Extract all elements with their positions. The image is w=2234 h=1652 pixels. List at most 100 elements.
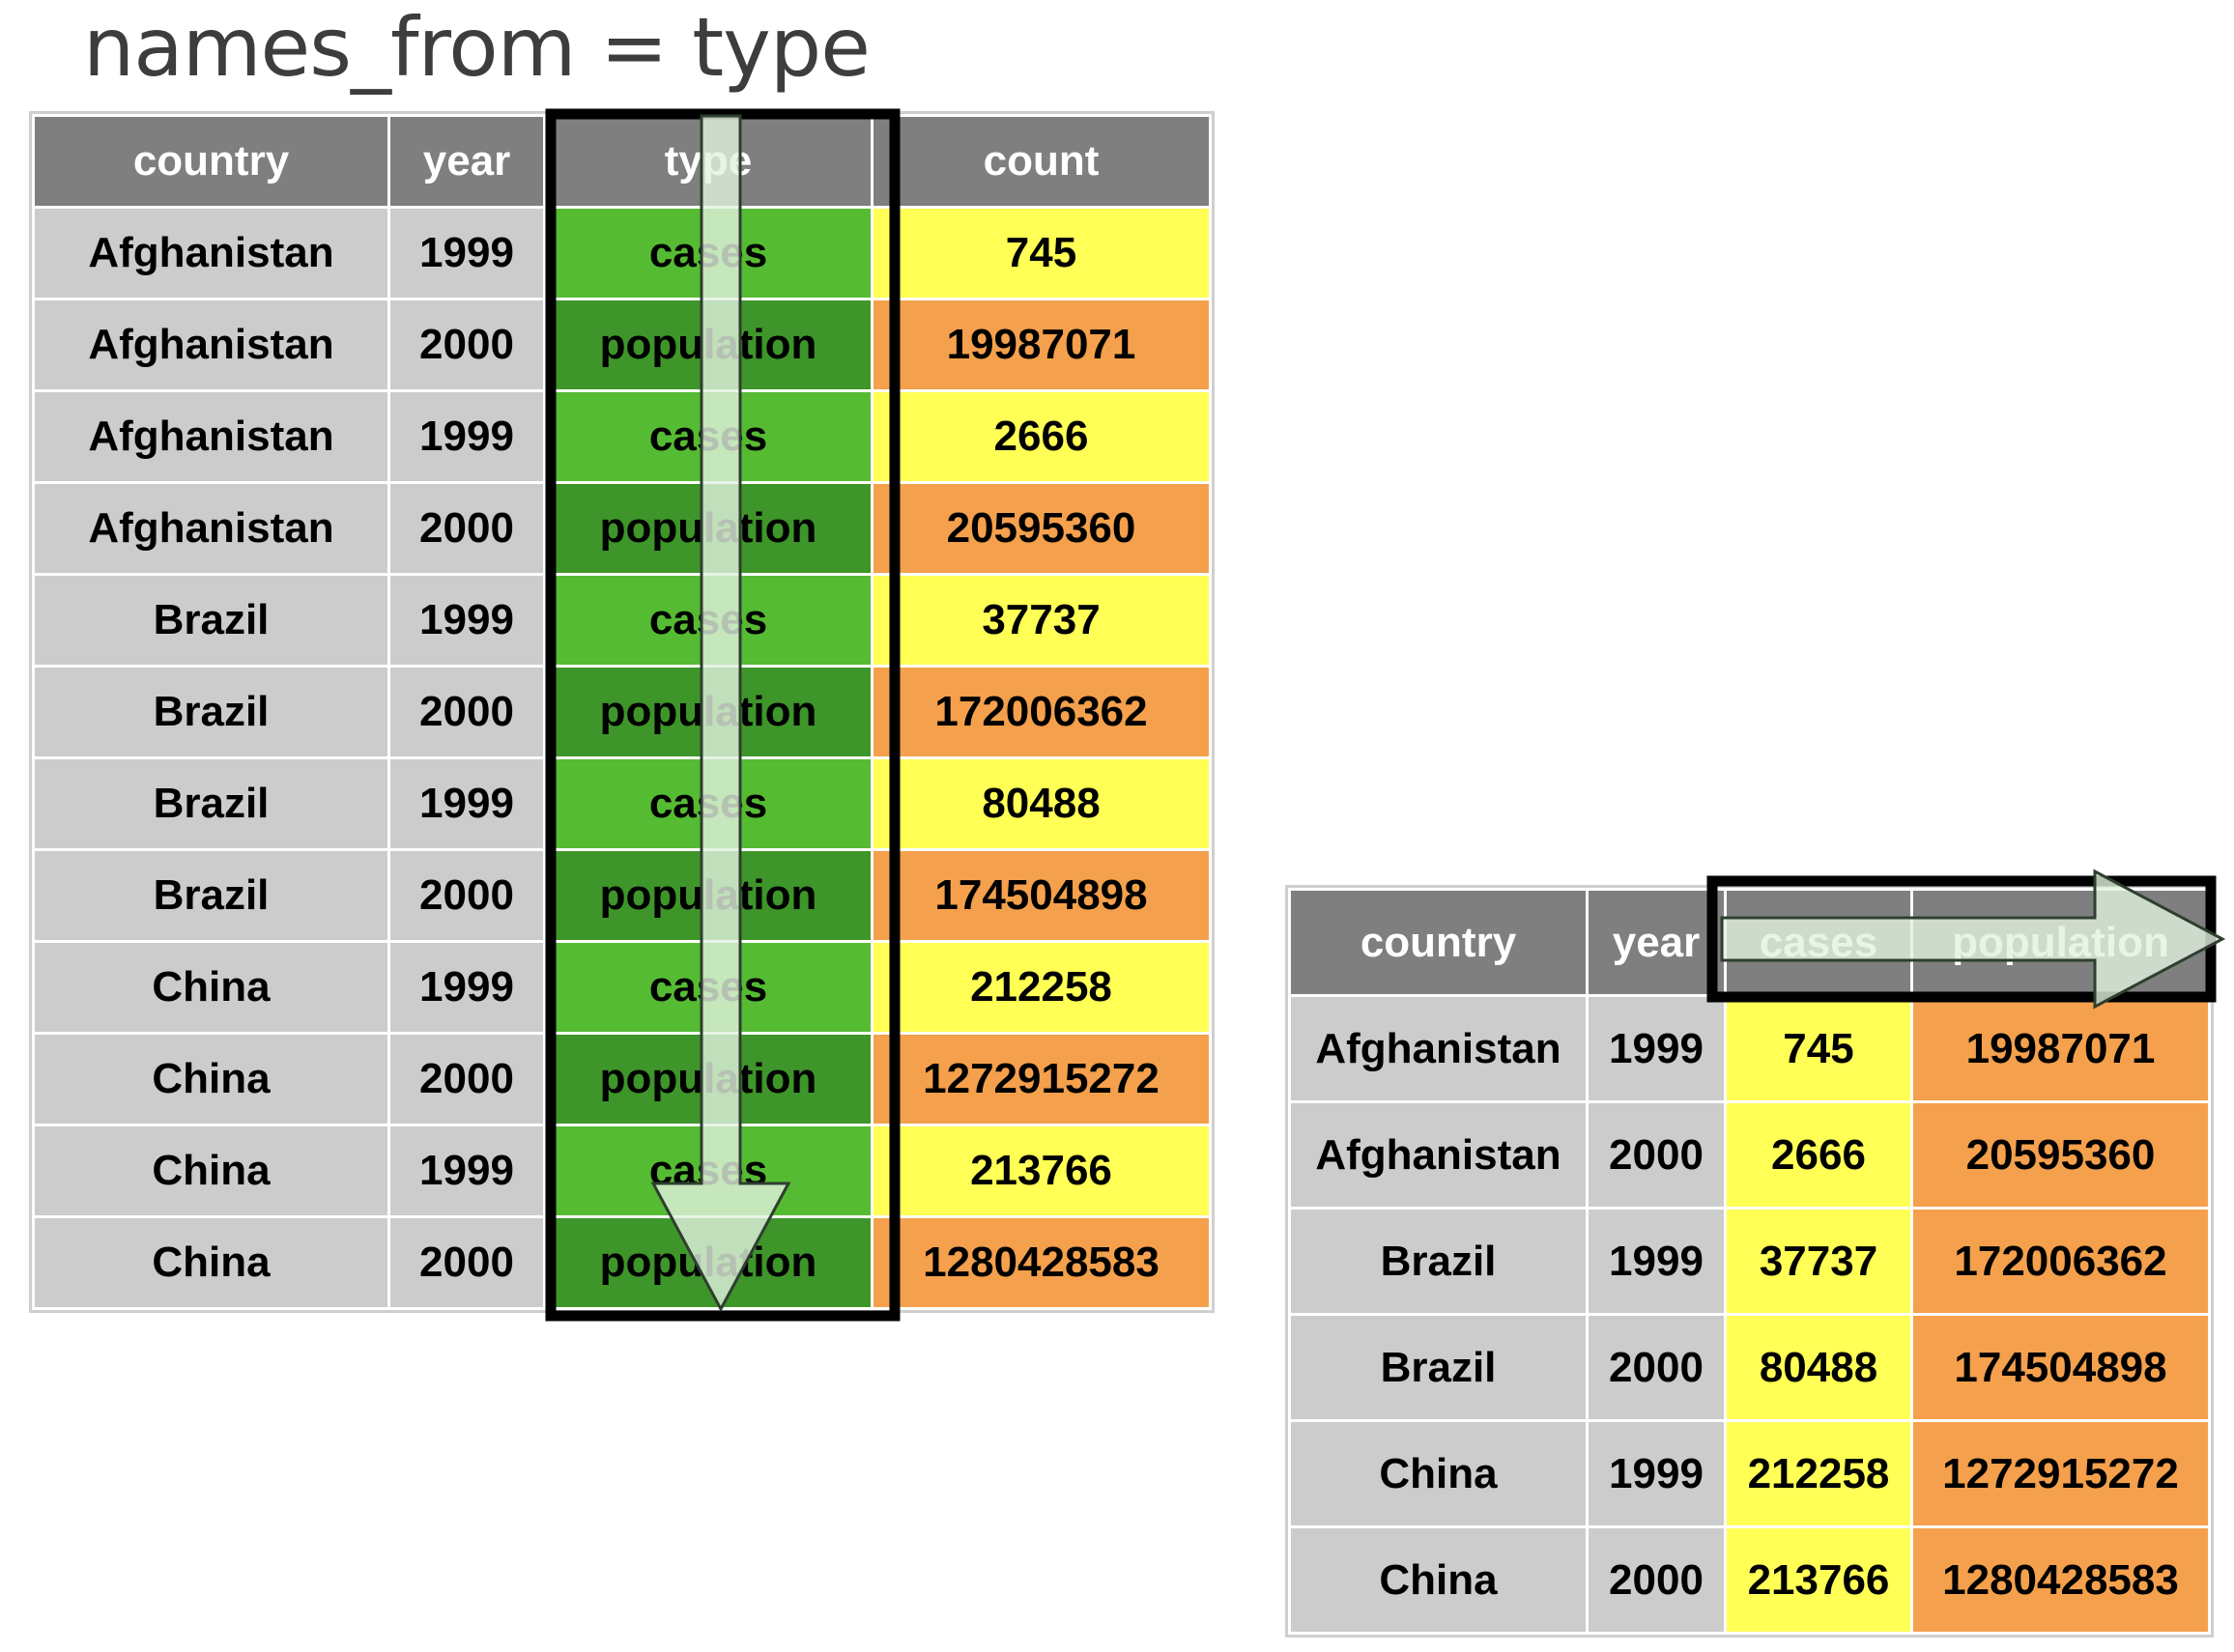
long-cell-country: Afghanistan [35, 484, 387, 573]
long-cell-count: 745 [874, 209, 1209, 298]
long-header-year: year [390, 117, 543, 206]
long-cell-type: population [546, 484, 871, 573]
long-cell-type: cases [546, 759, 871, 848]
long-cell-year: 1999 [390, 1126, 543, 1215]
long-table-row: Afghanistan 1999 cases 2666 [35, 392, 1209, 481]
long-cell-count: 2666 [874, 392, 1209, 481]
long-table-row: Afghanistan 2000 population 19987071 [35, 300, 1209, 389]
long-cell-year: 1999 [390, 576, 543, 665]
long-cell-type: population [546, 1218, 871, 1307]
long-cell-type: cases [546, 943, 871, 1032]
diagram-title: names_from = type [83, 0, 871, 95]
long-cell-year: 1999 [390, 209, 543, 298]
long-table-row: Afghanistan 2000 population 20595360 [35, 484, 1209, 573]
long-cell-country: Brazil [35, 759, 387, 848]
long-cell-country: Brazil [35, 851, 387, 940]
wide-cell-population: 172006362 [1913, 1210, 2208, 1313]
wide-table-row: China 1999 212258 1272915272 [1291, 1422, 2208, 1525]
wide-cell-country: Afghanistan [1291, 997, 1586, 1100]
long-table-row: China 2000 population 1280428583 [35, 1218, 1209, 1307]
long-cell-country: Brazil [35, 668, 387, 756]
long-cell-country: China [35, 1035, 387, 1124]
long-cell-type: population [546, 1035, 871, 1124]
long-cell-type: cases [546, 1126, 871, 1215]
long-table-row: Brazil 2000 population 174504898 [35, 851, 1209, 940]
wide-cell-cases: 745 [1727, 997, 1910, 1100]
long-cell-type: cases [546, 392, 871, 481]
wide-header-population: population [1913, 891, 2208, 994]
long-cell-year: 2000 [390, 484, 543, 573]
wide-cell-year: 1999 [1589, 1422, 1724, 1525]
long-table-row: Afghanistan 1999 cases 745 [35, 209, 1209, 298]
long-cell-country: China [35, 1218, 387, 1307]
long-cell-count: 80488 [874, 759, 1209, 848]
wide-cell-cases: 213766 [1727, 1528, 1910, 1632]
long-cell-country: China [35, 1126, 387, 1215]
wide-cell-year: 2000 [1589, 1103, 1724, 1207]
long-cell-country: Afghanistan [35, 392, 387, 481]
long-cell-year: 2000 [390, 851, 543, 940]
wide-cell-population: 1272915272 [1913, 1422, 2208, 1525]
wide-header-cases: cases [1727, 891, 1910, 994]
wide-cell-population: 20595360 [1913, 1103, 2208, 1207]
long-cell-count: 1280428583 [874, 1218, 1209, 1307]
long-cell-year: 2000 [390, 1218, 543, 1307]
wide-table-row: Brazil 1999 37737 172006362 [1291, 1210, 2208, 1313]
long-header-country: country [35, 117, 387, 206]
long-header-count: count [874, 117, 1209, 206]
long-cell-country: Afghanistan [35, 300, 387, 389]
wide-cell-year: 2000 [1589, 1528, 1724, 1632]
wide-cell-population: 174504898 [1913, 1316, 2208, 1419]
wide-table: country year cases population Afghanista… [1285, 885, 2214, 1638]
long-cell-type: cases [546, 209, 871, 298]
wide-cell-year: 1999 [1589, 997, 1724, 1100]
long-cell-count: 1272915272 [874, 1035, 1209, 1124]
long-cell-country: Afghanistan [35, 209, 387, 298]
long-table: country year type count Afghanistan 1999 c… [29, 111, 1215, 1313]
long-table-row: China 2000 population 1272915272 [35, 1035, 1209, 1124]
long-cell-type: cases [546, 576, 871, 665]
long-cell-count: 172006362 [874, 668, 1209, 756]
wide-header-year: year [1589, 891, 1724, 994]
wide-cell-country: Brazil [1291, 1210, 1586, 1313]
long-table-row: Brazil 1999 cases 37737 [35, 576, 1209, 665]
long-cell-country: Brazil [35, 576, 387, 665]
wide-cell-population: 19987071 [1913, 997, 2208, 1100]
wide-cell-cases: 212258 [1727, 1422, 1910, 1525]
long-cell-type: population [546, 851, 871, 940]
long-cell-year: 2000 [390, 668, 543, 756]
long-cell-count: 174504898 [874, 851, 1209, 940]
long-table-header-row: country year type count [35, 117, 1209, 206]
long-cell-year: 1999 [390, 759, 543, 848]
long-cell-year: 2000 [390, 1035, 543, 1124]
wide-header-country: country [1291, 891, 1586, 994]
long-cell-count: 212258 [874, 943, 1209, 1032]
long-cell-year: 1999 [390, 392, 543, 481]
long-cell-count: 20595360 [874, 484, 1209, 573]
wide-cell-cases: 37737 [1727, 1210, 1910, 1313]
wide-table-row: Afghanistan 2000 2666 20595360 [1291, 1103, 2208, 1207]
long-table-row: China 1999 cases 212258 [35, 943, 1209, 1032]
wide-cell-country: Brazil [1291, 1316, 1586, 1419]
long-cell-count: 19987071 [874, 300, 1209, 389]
long-cell-year: 2000 [390, 300, 543, 389]
long-table-body: Afghanistan 1999 cases 745 Afghanistan 2000 po… [35, 209, 1209, 1307]
wide-table-row: China 2000 213766 1280428583 [1291, 1528, 2208, 1632]
long-cell-type: population [546, 668, 871, 756]
wide-cell-country: China [1291, 1528, 1586, 1632]
wide-cell-country: Afghanistan [1291, 1103, 1586, 1207]
long-cell-country: China [35, 943, 387, 1032]
wide-table-body: Afghanistan 1999 745 19987071 Afghanistan 200… [1291, 997, 2208, 1632]
wide-cell-cases: 80488 [1727, 1316, 1910, 1419]
wide-cell-country: China [1291, 1422, 1586, 1525]
long-table-row: Brazil 2000 population 172006362 [35, 668, 1209, 756]
wide-table-row: Afghanistan 1999 745 19987071 [1291, 997, 2208, 1100]
wide-cell-cases: 2666 [1727, 1103, 1910, 1207]
wide-table-row: Brazil 2000 80488 174504898 [1291, 1316, 2208, 1419]
long-cell-count: 37737 [874, 576, 1209, 665]
long-cell-count: 213766 [874, 1126, 1209, 1215]
wide-table-header-row: country year cases population [1291, 891, 2208, 994]
wide-cell-population: 1280428583 [1913, 1528, 2208, 1632]
long-table-row: China 1999 cases 213766 [35, 1126, 1209, 1215]
long-table-row: Brazil 1999 cases 80488 [35, 759, 1209, 848]
